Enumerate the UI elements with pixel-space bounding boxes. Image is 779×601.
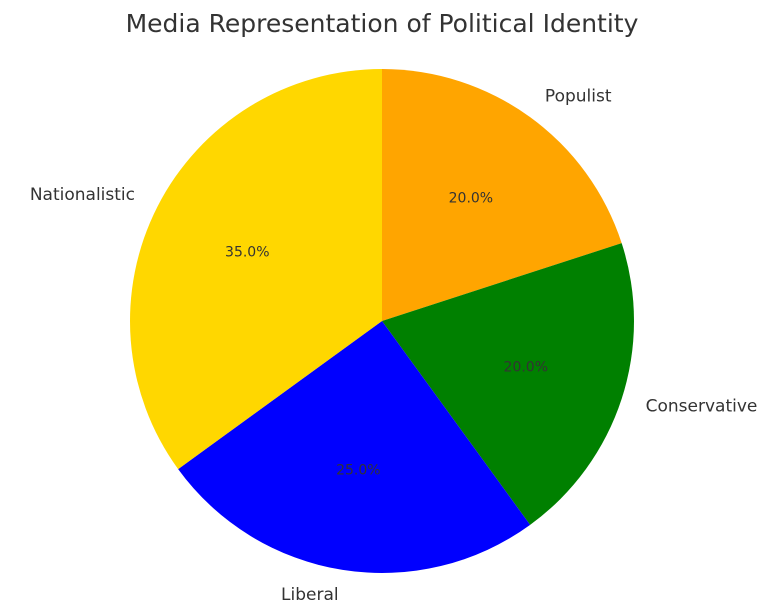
pie-labels: Populist 20.0% Conservative 20.0% Liberal 25.…	[30, 87, 758, 601]
slice-conservative	[382, 243, 635, 525]
slice-nationalistic	[130, 69, 382, 470]
label-populist: Populist	[545, 87, 612, 107]
percent-nationalistic: 35.0%	[225, 244, 269, 260]
pie-slices	[130, 69, 635, 573]
percent-liberal: 25.0%	[336, 462, 380, 478]
label-liberal: Liberal	[281, 585, 339, 601]
slice-populist	[382, 69, 622, 321]
label-conservative: Conservative	[646, 397, 758, 417]
slice-liberal	[178, 321, 531, 573]
label-nationalistic: Nationalistic	[30, 185, 135, 205]
chart-title: Media Representation of Political Identi…	[126, 9, 639, 38]
percent-populist: 20.0%	[449, 191, 493, 207]
percent-conservative: 20.0%	[504, 360, 548, 376]
